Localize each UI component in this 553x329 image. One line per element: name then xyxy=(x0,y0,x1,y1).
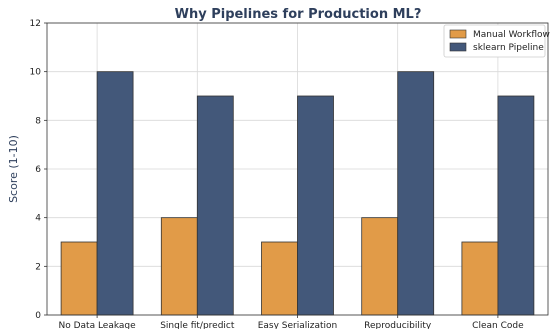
y-axis-ticks: 0 2 4 6 8 10 12 xyxy=(30,19,47,321)
bar-manual-workflow xyxy=(261,241,298,316)
y-tick-label: 6 xyxy=(35,165,41,175)
y-tick-label: 12 xyxy=(30,19,41,29)
bar-sklearn-pipeline xyxy=(196,95,234,316)
x-axis-ticks: No Data Leakage Single fit/predict Easy Se… xyxy=(59,315,524,329)
chart-title: Why Pipelines for Production ML? xyxy=(175,7,422,22)
bar-sklearn-pipeline xyxy=(96,71,134,316)
legend-swatch-manual-workflow xyxy=(449,29,467,39)
y-axis-label: Score (1-10) xyxy=(7,135,20,203)
y-tick-label: 4 xyxy=(35,214,41,224)
bars xyxy=(60,71,535,316)
bar-manual-workflow xyxy=(361,217,399,316)
legend-box xyxy=(443,24,546,58)
legend: Manual Workflow sklearn Pipeline xyxy=(443,24,550,58)
x-tick-label: Easy Serialization xyxy=(258,321,338,329)
legend-swatch-sklearn-pipeline xyxy=(449,42,467,52)
y-tick-label: 0 xyxy=(35,311,41,321)
bar-sklearn-pipeline xyxy=(497,95,535,316)
legend-label-sklearn-pipeline: sklearn Pipeline xyxy=(473,43,544,53)
x-tick-label: Reproducibility xyxy=(364,321,432,329)
x-tick-label: Clean Code xyxy=(472,321,524,329)
y-tick-label: 2 xyxy=(35,262,41,272)
x-tick-label: Single fit/predict xyxy=(160,321,235,329)
x-tick-label: No Data Leakage xyxy=(59,321,137,329)
y-tick-label: 8 xyxy=(35,116,41,126)
y-tick-label: 10 xyxy=(30,68,42,78)
bar-sklearn-pipeline xyxy=(297,95,334,316)
legend-label-manual-workflow: Manual Workflow xyxy=(473,30,550,40)
bar-manual-workflow xyxy=(160,217,198,316)
bar-sklearn-pipeline xyxy=(397,71,435,316)
bar-manual-workflow xyxy=(60,241,98,316)
bar-manual-workflow xyxy=(461,241,499,316)
